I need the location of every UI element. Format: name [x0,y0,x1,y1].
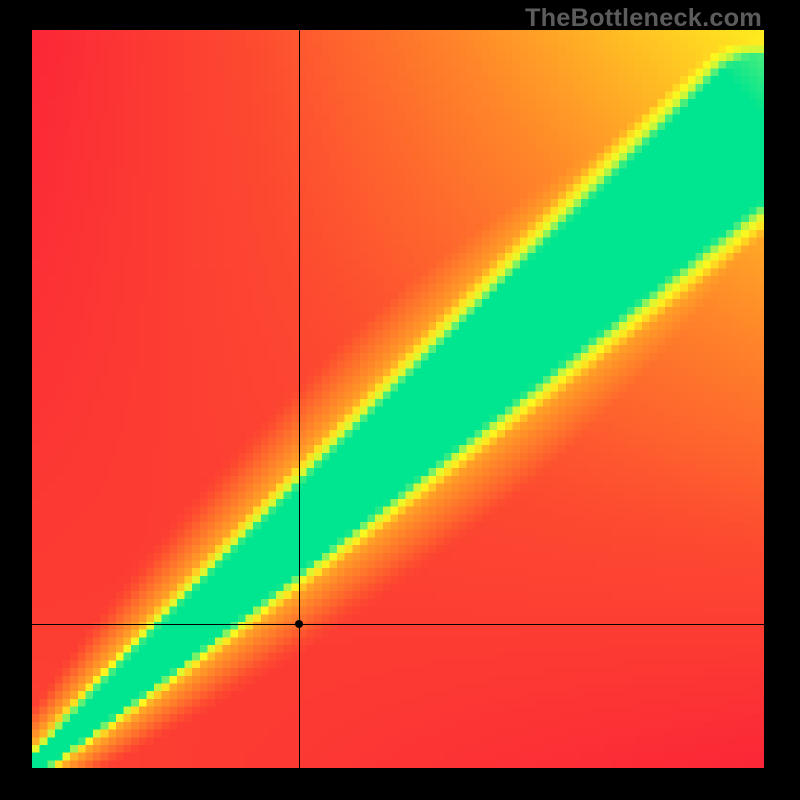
crosshair-horizontal [32,624,764,625]
figure-outer: TheBottleneck.com [0,0,800,800]
crosshair-vertical [299,30,300,768]
heatmap-canvas [32,30,764,768]
plot-area [32,30,764,768]
watermark-text: TheBottleneck.com [525,4,762,33]
